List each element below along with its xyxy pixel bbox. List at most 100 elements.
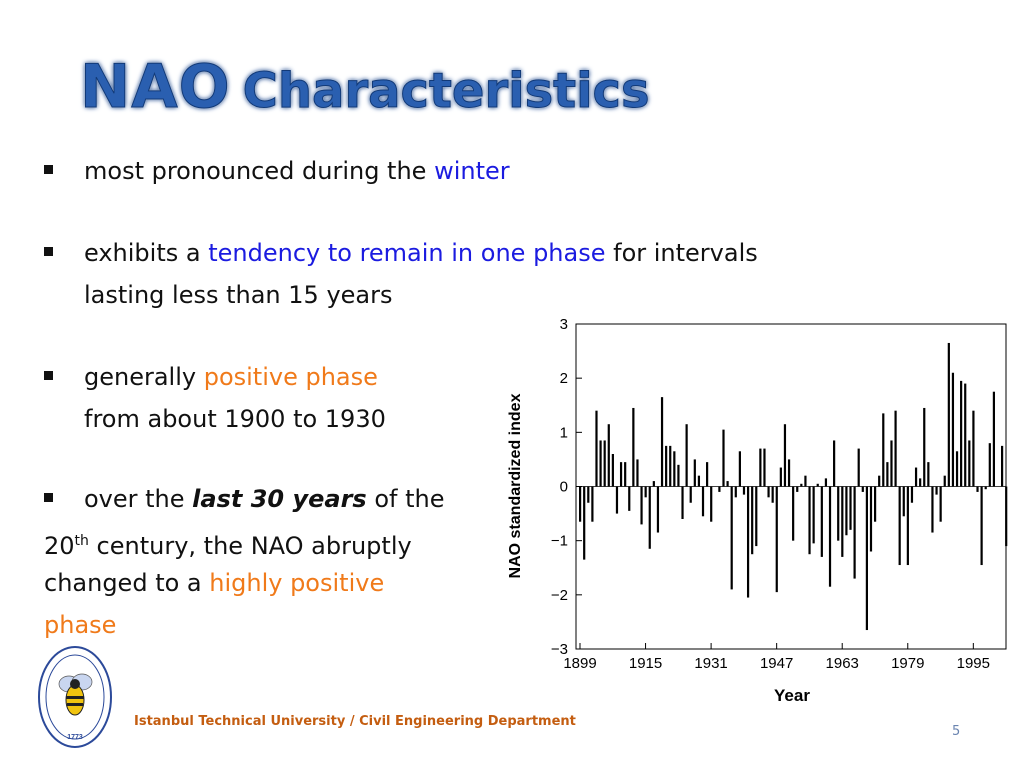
bullet-1-highlight: winter [434,157,510,185]
nao-bar [1005,486,1008,547]
bullet-2-line-1: exhibits a tendency to remain in one pha… [84,232,758,274]
nao-bar [939,486,942,522]
y-tick-label: 1 [560,424,568,441]
bullet-3-line-1: generally positive phase [84,356,378,398]
nao-bar [640,486,643,525]
nao-bar [804,475,807,487]
logo-year: 1773 [67,734,83,741]
x-tick-label: 1979 [891,655,924,672]
nao-bar [984,486,987,490]
nao-bar [783,424,787,487]
nao-bar [611,454,614,487]
nao-bar [603,440,606,487]
bullet-4-line-4: phase [44,611,117,639]
nao-bar [923,407,926,487]
nao-bar [730,486,733,590]
nao-bar [828,486,832,587]
x-axis-label: Year [774,686,810,705]
bullet-2-highlight: tendency to remain in one phase [208,239,606,267]
bullet-4-line-2-rest: century, the NAO abruptly [88,532,412,560]
y-tick-label: 3 [560,316,568,333]
nao-bar [898,486,901,566]
nao-bar [755,486,758,547]
nao-bar [869,486,873,552]
nao-bar [591,486,594,522]
x-tick-label: 1963 [826,655,859,672]
bullet-4-ordinal-suffix: th [74,533,89,549]
slide-title: NAO Characteristics [80,52,651,123]
nao-bar [878,475,881,487]
bullet-marker [44,371,53,380]
bullet-4-line-3-pre: changed to a [44,569,210,597]
nao-bar [767,486,770,498]
bullet-4-line-2: 20th century, the NAO abruptly [44,520,412,567]
nao-bar [677,464,680,487]
nao-bar [841,486,844,557]
nao-bar [742,486,746,495]
nao-bar [751,486,754,555]
bullet-marker [44,165,53,174]
nao-bar [624,462,627,487]
nao-bar [619,462,623,487]
footer-department: Istanbul Technical University / Civil En… [134,714,576,729]
nao-bar [919,478,922,487]
nao-bar [931,486,934,533]
nao-bar [734,486,737,498]
nao-bar [873,486,877,522]
nao-bar [673,451,676,487]
nao-bar [693,459,696,487]
nao-bar [697,475,701,487]
nao-bar [910,486,914,503]
bullet-marker [44,493,53,502]
nao-bar [935,486,938,495]
nao-bar [902,486,905,517]
bullet-3-line-2: from about 1900 to 1930 [84,405,386,433]
nao-bar [763,448,766,487]
page-number: 5 [952,724,961,739]
nao-bar [607,424,610,487]
nao-bar [886,462,889,487]
nao-bar [726,481,729,487]
nao-bar [710,486,713,522]
bullet-4-highlight: highly positive [209,569,385,597]
y-axis-label: NAO standardized index [507,393,524,578]
nao-bar [947,342,950,487]
nao-bar [1001,445,1004,487]
nao-bar [992,391,996,487]
nao-bar [833,440,836,487]
nao-bar [615,486,619,514]
nao-bar [787,459,791,487]
nao-bar [960,380,963,487]
nao-bar [779,467,782,487]
nao-bar [808,486,811,555]
bullet-2-part-1: exhibits a [84,239,209,267]
nao-bar [681,486,684,519]
nao-bar [837,486,840,541]
bullet-3-highlight: positive phase [203,363,378,391]
bullet-4-part-3: of the [366,485,445,513]
title-word: Characteristics [242,63,650,120]
nao-bar [849,486,852,530]
bullet-4-emphasis: last 30 years [192,485,367,513]
bullet-4-part-1: over the [84,485,193,513]
nao-bar [587,486,590,503]
nao-bar [689,486,692,503]
bee-icon [58,673,93,716]
nao-bar [914,467,918,487]
nao-bar [648,486,651,549]
title-acronym: NAO [80,52,231,123]
nao-bar [988,443,991,487]
nao-bar [665,445,668,487]
nao-bar [927,462,930,487]
nao-bar [968,440,971,487]
y-tick-label: −1 [551,533,568,550]
nao-bar [980,486,983,566]
nao-bar [660,397,664,487]
nao-bar [579,486,582,522]
x-axis: 1899 1915 1931 1947 1963 1979 1995 [563,643,990,672]
nao-bar [820,486,823,557]
bullet-4-ordinal: 20 [44,532,75,560]
nao-bar [746,486,750,598]
nao-bar [865,486,868,631]
nao-bar [796,486,799,492]
